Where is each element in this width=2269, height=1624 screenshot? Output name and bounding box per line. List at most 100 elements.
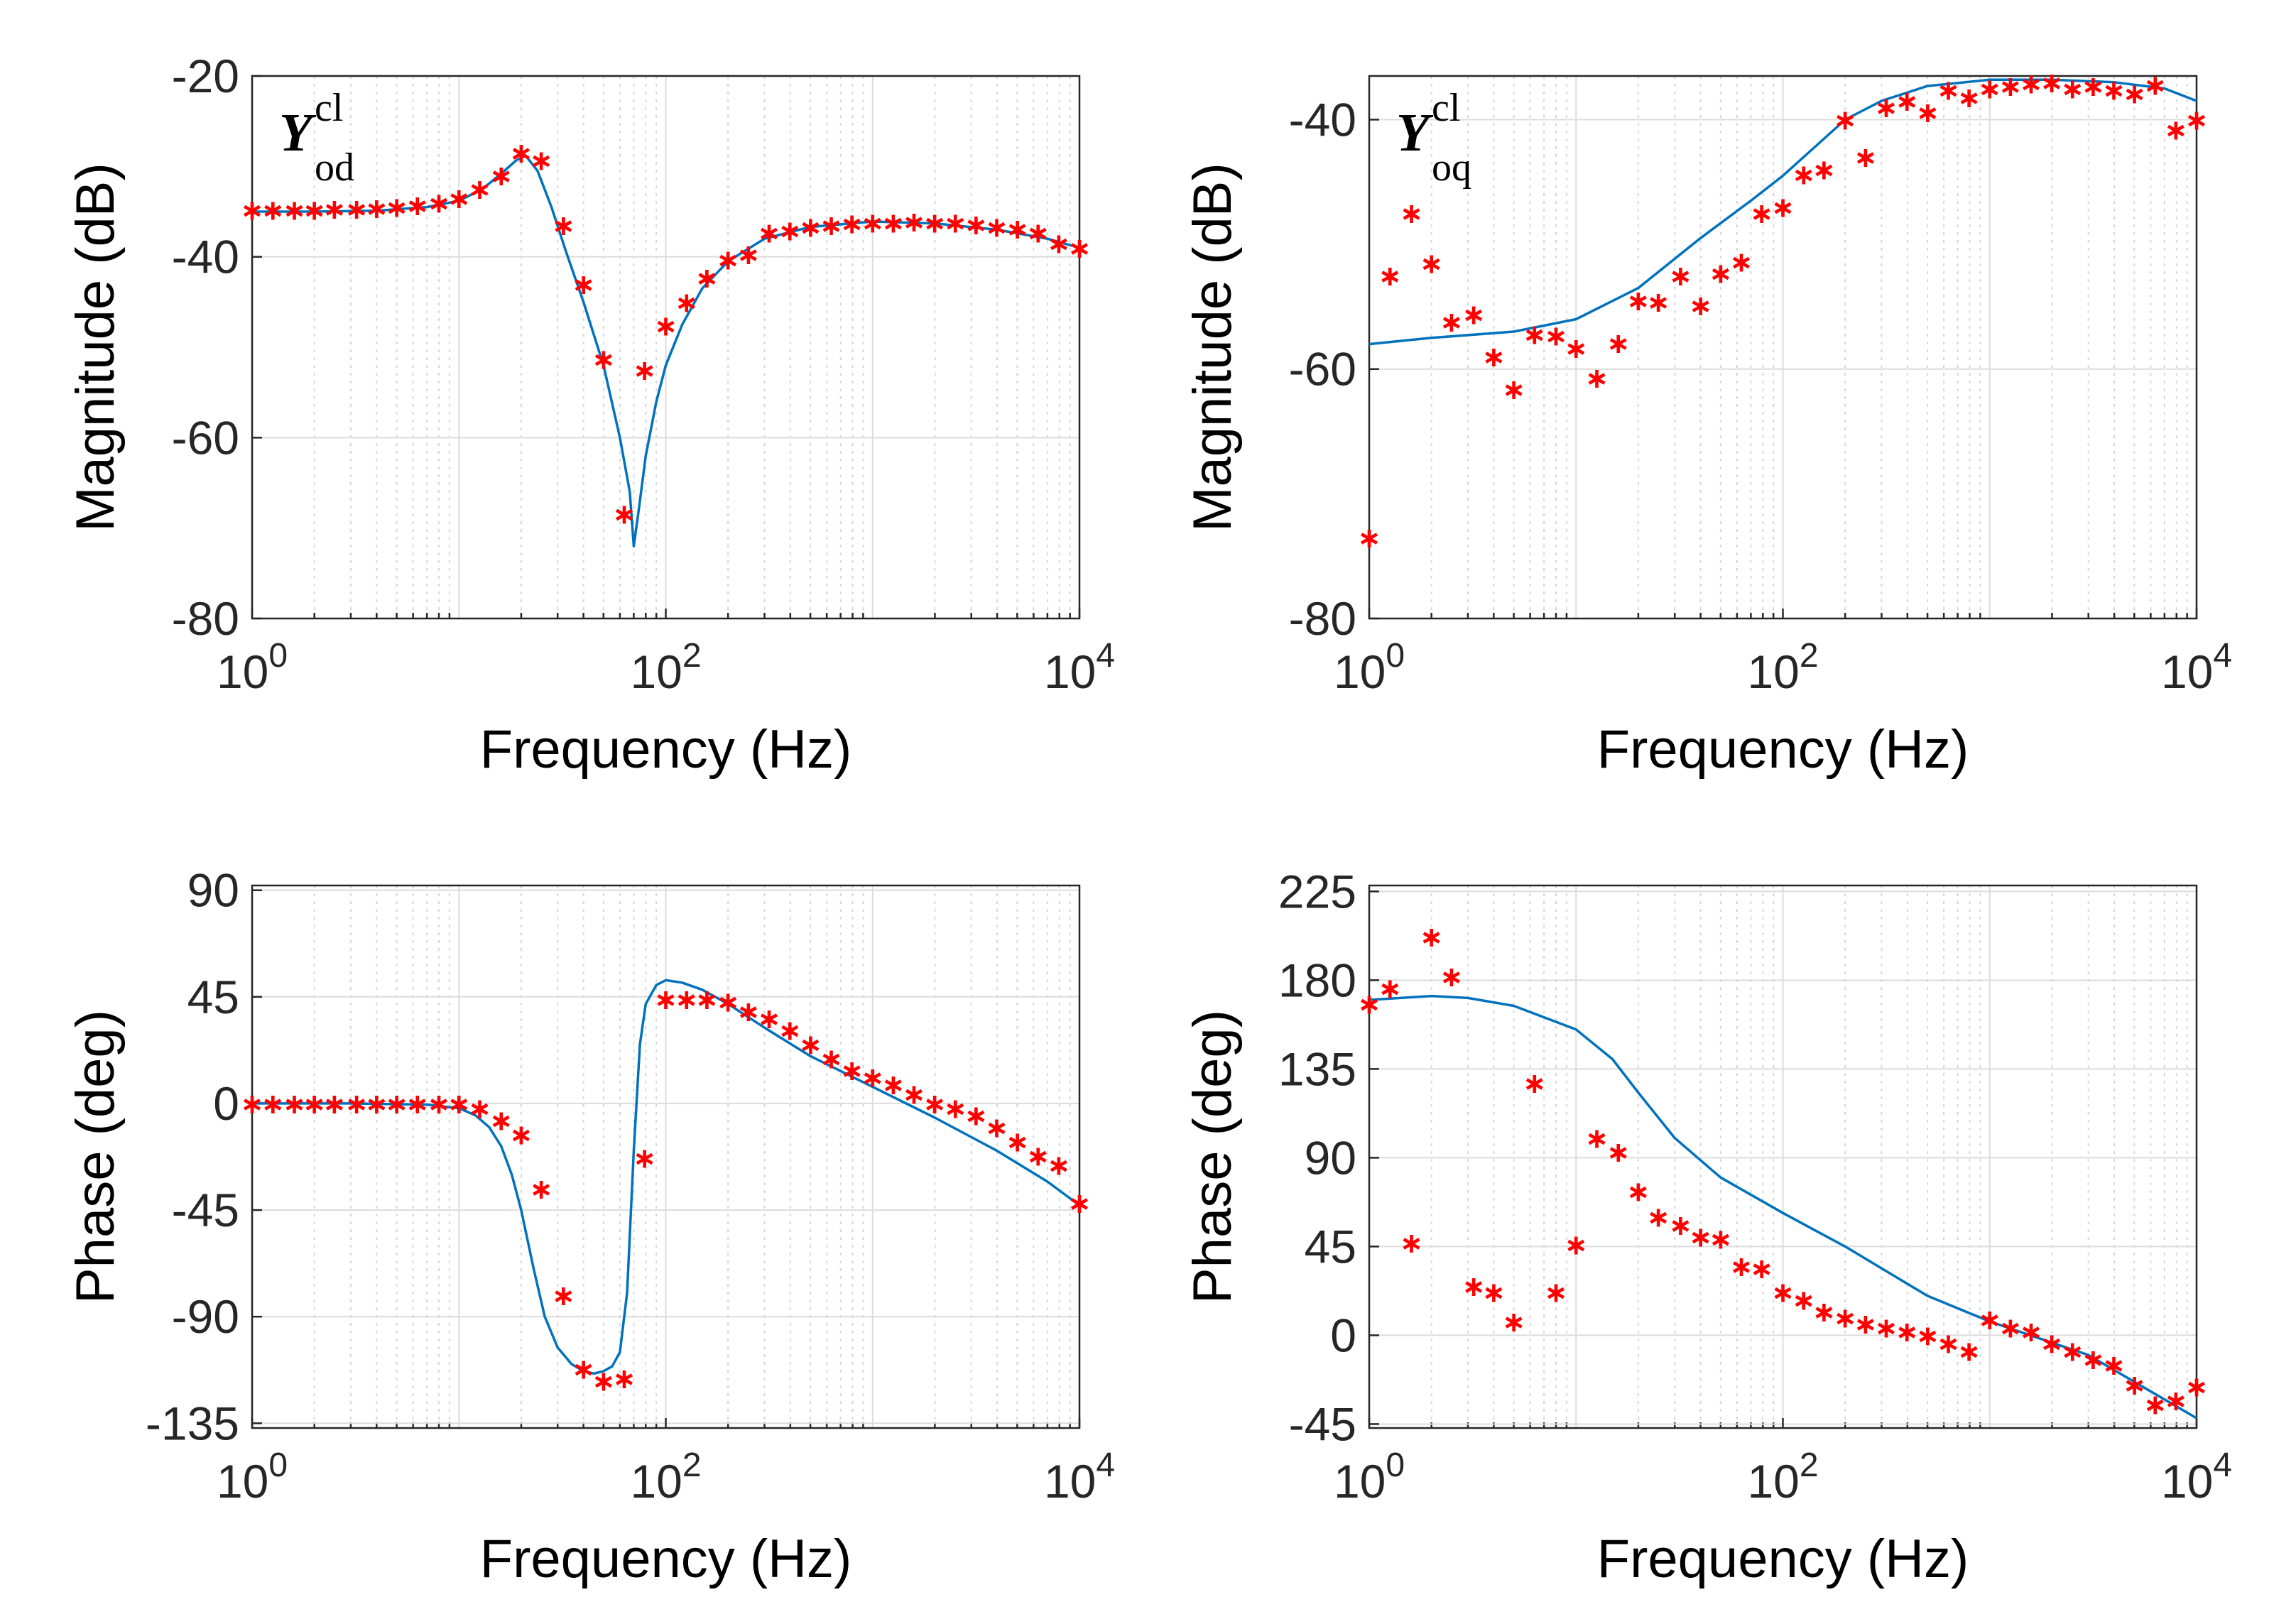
data-point-measured: ∗: [612, 1363, 636, 1395]
data-point-measured: ∗: [2102, 1349, 2126, 1382]
data-point-measured: ∗: [1957, 1336, 1981, 1368]
data-point-measured: ∗: [1689, 1221, 1713, 1254]
data-point-measured: ∗: [612, 498, 636, 530]
data-point-measured: ∗: [881, 207, 905, 239]
data-point-measured: ∗: [881, 1069, 905, 1101]
data-point-measured: ∗: [1729, 1250, 1753, 1283]
data-point-measured: ∗: [2040, 67, 2064, 99]
data-point-measured: ∗: [840, 208, 864, 241]
y-tick-label: -135: [146, 1397, 239, 1449]
data-point-measured: ∗: [1750, 1253, 1774, 1285]
data-point-measured: ∗: [1626, 1176, 1650, 1209]
data-point-measured: ∗: [736, 996, 761, 1028]
data-point-measured: ∗: [1523, 319, 1547, 351]
data-point-measured: ∗: [1646, 286, 1670, 319]
data-point-measured: ∗: [716, 244, 740, 276]
data-point-measured: ∗: [2184, 1371, 2209, 1404]
data-point-measured: ∗: [468, 173, 492, 206]
series-model-line: [1369, 994, 2197, 1419]
symbol-main: Y: [279, 103, 317, 163]
data-point-measured: ∗: [427, 1088, 451, 1121]
y-axis-label: Phase (deg): [65, 1010, 126, 1304]
data-point-measured: ∗: [1440, 306, 1464, 339]
data-point-measured: ∗: [1606, 1136, 1631, 1169]
data-point-measured: ∗: [529, 1173, 553, 1206]
data-point-measured: ∗: [1771, 1276, 1795, 1309]
data-point-measured: ∗: [2060, 1336, 2084, 1368]
data-point-measured: ∗: [1606, 327, 1631, 360]
data-point-measured: ∗: [447, 1088, 471, 1121]
data-point-measured: ∗: [2123, 78, 2147, 111]
y-tick-label: 135: [1278, 1042, 1356, 1095]
data-point-measured: ∗: [1916, 1319, 1940, 1352]
x-tick-label: 104: [2161, 637, 2232, 698]
data-point-measured: ∗: [344, 1088, 369, 1121]
data-point-measured: ∗: [964, 209, 989, 241]
data-point-measured: ∗: [2184, 104, 2209, 136]
data-point-measured: ∗: [1626, 285, 1650, 317]
data-point-measured: ∗: [799, 1029, 823, 1062]
data-point-measured: ∗: [1771, 191, 1795, 224]
data-point-measured: ∗: [1585, 362, 1609, 395]
data-point-measured: ∗: [861, 1062, 885, 1094]
y-axis-label: Magnitude (dB): [65, 163, 126, 532]
data-point-measured: ∗: [1047, 228, 1071, 261]
data-point-measured: ∗: [1026, 217, 1050, 249]
data-point-measured: ∗: [240, 194, 264, 227]
data-point-measured: ∗: [344, 193, 369, 226]
data-point-measured: ∗: [406, 1088, 430, 1121]
data-point-measured: ∗: [675, 286, 699, 319]
data-point-measured: ∗: [943, 207, 967, 239]
data-point-measured: ∗: [2143, 69, 2167, 102]
data-point-measured: ∗: [406, 190, 430, 222]
axes-box: [1368, 884, 2198, 1429]
data-point-measured: ∗: [778, 1015, 802, 1047]
y-tick-label: -45: [172, 1184, 239, 1236]
data-point-measured: ∗: [1006, 1126, 1030, 1158]
data-point-measured: ∗: [1482, 341, 1506, 374]
data-point-measured: ∗: [1812, 154, 1837, 187]
y-tick-label: 90: [1305, 1131, 1356, 1184]
y-tick-label: 0: [1330, 1309, 1356, 1361]
data-point-measured: ∗: [529, 144, 553, 177]
x-tick-label: 100: [1334, 637, 1405, 698]
data-point-measured: ∗: [902, 1079, 926, 1111]
y-tick-label: 45: [187, 971, 239, 1023]
data-point-measured: ∗: [385, 1088, 409, 1121]
data-point-measured: ∗: [1646, 1201, 1670, 1234]
series-model-line: [1369, 78, 2197, 346]
data-point-measured: ∗: [2123, 1369, 2147, 1402]
data-point-measured: ∗: [1833, 1302, 1857, 1334]
x-axis-label: Frequency (Hz): [480, 1529, 852, 1589]
data-point-measured: ∗: [447, 182, 471, 215]
data-point-measured: ∗: [633, 1143, 657, 1175]
data-point-measured: ∗: [1895, 85, 1919, 118]
data-point-measured: ∗: [757, 217, 781, 249]
symbol-main: Y: [1396, 103, 1434, 163]
data-point-measured: ∗: [1998, 70, 2023, 103]
data-point-measured: ∗: [303, 194, 327, 227]
data-point-measured: ∗: [1669, 260, 1693, 293]
y-tick-label: -80: [172, 592, 239, 645]
series-model-line: [252, 979, 1081, 1375]
data-point-measured: ∗: [1978, 1304, 2002, 1336]
axes-box: [1368, 75, 2198, 620]
data-point-measured: ∗: [1378, 260, 1402, 293]
data-point-measured: ∗: [2143, 1389, 2167, 1422]
data-point-measured: ∗: [1400, 197, 1424, 230]
data-point-measured: ∗: [552, 209, 576, 242]
data-point-measured: ∗: [1564, 332, 1588, 365]
data-point-measured: ∗: [1502, 1306, 1526, 1339]
data-point-measured: ∗: [1544, 320, 1568, 352]
y-tick-label: 90: [187, 864, 239, 917]
axes-box: [251, 884, 1081, 1429]
data-point-measured: ∗: [572, 1353, 596, 1386]
data-point-measured: ∗: [261, 194, 285, 227]
data-point-measured: ∗: [1792, 1284, 1816, 1317]
y-tick-label: -40: [172, 231, 239, 283]
data-point-measured: ∗: [1792, 159, 1816, 192]
data-point-measured: ∗: [695, 983, 719, 1016]
data-point-measured: ∗: [1482, 1276, 1506, 1309]
x-tick-label: 102: [630, 637, 701, 698]
